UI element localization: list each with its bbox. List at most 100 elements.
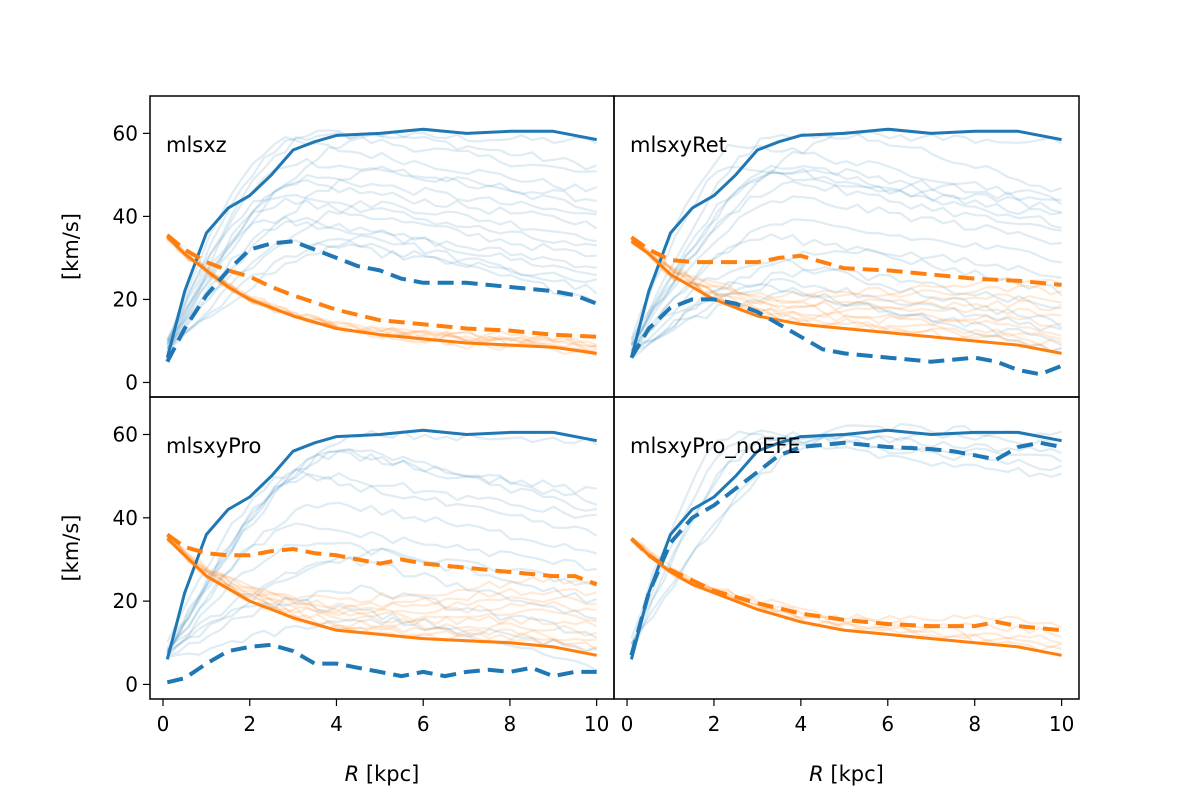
blue-faint-line (630, 164, 1062, 341)
panel-title: mlsxyRet (630, 133, 727, 157)
blue-solid-line (165, 127, 597, 358)
blue-faint-line (167, 616, 598, 672)
y-tick-label: 20 (113, 287, 138, 311)
blue-faint-line (630, 130, 1062, 346)
main-curves-layer (165, 127, 1063, 685)
x-tick-label: 6 (417, 712, 430, 736)
blue-faint-line (166, 131, 598, 351)
orange-faint-line (166, 536, 597, 623)
y-tick-label: 20 (113, 589, 138, 613)
labels-layer: mlsxz0204060[km/s]mlsxyRetmlsxyPro020406… (59, 121, 1074, 786)
blue-faint-line (630, 431, 1062, 646)
blue-solid-line (165, 428, 597, 660)
x-tick-label: 2 (243, 712, 256, 736)
orange-faint-line (166, 533, 598, 651)
blue-faint-line (166, 547, 598, 656)
x-axis-label-unit: [kpc] (824, 762, 884, 786)
blue-faint-line (166, 216, 597, 353)
orange-faint-line (166, 539, 597, 604)
panel-main-group (165, 428, 598, 685)
blue-solid-line (629, 428, 1062, 660)
x-tick-label: 2 (708, 712, 721, 736)
blue-faint-line (166, 598, 598, 653)
orange-solid-line (630, 537, 1062, 657)
blue-faint-line (166, 450, 597, 653)
blue-faint-line (166, 173, 597, 349)
blue-faint-line (166, 448, 597, 650)
blue-faint-line (166, 199, 597, 350)
panel-faint-group (166, 129, 598, 357)
blue-faint-line (166, 239, 598, 350)
panel-frame (613, 396, 1080, 700)
orange-dashed-line (166, 532, 598, 587)
orange-faint-line (166, 234, 598, 351)
orange-faint-line (166, 536, 598, 609)
orange-faint-line (166, 534, 597, 617)
faint-curves-layer (166, 129, 1063, 672)
blue-faint-line (631, 277, 1062, 351)
y-tick-label: 40 (113, 204, 138, 228)
y-tick-label: 0 (125, 370, 138, 394)
blue-faint-line (630, 180, 1062, 345)
blue-dashed-line (629, 440, 1062, 656)
orange-faint-line (630, 241, 1062, 337)
y-tick-label: 60 (113, 422, 138, 446)
y-axis-label: [km/s] (59, 213, 83, 280)
axes-frame-layer (143, 95, 1080, 706)
x-tick-label: 0 (157, 712, 170, 736)
panel-main-group (165, 127, 598, 363)
x-axis-label: R [kpc] (809, 762, 884, 786)
blue-faint-line (630, 430, 1063, 639)
blue-faint-line (166, 234, 598, 355)
panel-main-group (629, 428, 1062, 660)
orange-solid-line (166, 537, 597, 657)
blue-faint-line (166, 197, 597, 345)
blue-faint-line (166, 129, 598, 340)
blue-faint-line (630, 168, 1062, 347)
panel-title: mlsxyPro_noEFE (630, 434, 801, 459)
blue-faint-line (630, 166, 1062, 344)
y-tick-label: 60 (113, 121, 138, 145)
orange-faint-line (166, 534, 597, 612)
blue-faint-line (166, 215, 597, 346)
blue-faint-line (630, 432, 1062, 644)
blue-faint-line (630, 195, 1062, 352)
blue-faint-line (630, 280, 1063, 356)
panel-main-group (629, 127, 1063, 377)
blue-faint-line (630, 232, 1062, 352)
blue-faint-line (166, 165, 597, 349)
panel-title: mlsxz (166, 133, 227, 157)
blue-faint-line (166, 157, 597, 342)
orange-faint-line (630, 241, 1063, 312)
blue-faint-line (166, 135, 598, 347)
y-tick-label: 0 (125, 672, 138, 696)
blue-faint-line (630, 143, 1063, 340)
x-axis-label-symbol: R (345, 762, 360, 786)
y-axis-label: [km/s] (59, 514, 83, 581)
x-tick-label: 6 (881, 712, 894, 736)
blue-faint-line (630, 268, 1063, 351)
x-tick-label: 8 (504, 712, 517, 736)
blue-faint-line (166, 468, 597, 643)
blue-faint-line (166, 522, 597, 655)
orange-dashed-line (630, 235, 1062, 287)
orange-faint-line (630, 242, 1062, 318)
blue-solid-line (629, 127, 1062, 358)
x-axis-label-unit: [kpc] (359, 762, 419, 786)
x-tick-label: 10 (584, 712, 609, 736)
orange-dashed-line (630, 537, 1062, 633)
blue-faint-line (166, 473, 598, 654)
orange-solid-line (166, 236, 597, 355)
blue-dashed-line (629, 297, 1063, 377)
blue-faint-line (166, 541, 598, 657)
orange-faint-line (631, 241, 1062, 308)
blue-dashed-line (165, 239, 598, 363)
x-tick-label: 8 (968, 712, 981, 736)
blue-faint-line (630, 422, 1062, 645)
panel-title: mlsxyPro (166, 434, 261, 458)
x-axis-label-symbol: R (809, 762, 824, 786)
blue-faint-line (166, 178, 598, 357)
blue-faint-line (167, 584, 598, 657)
orange-solid-line (630, 240, 1062, 355)
